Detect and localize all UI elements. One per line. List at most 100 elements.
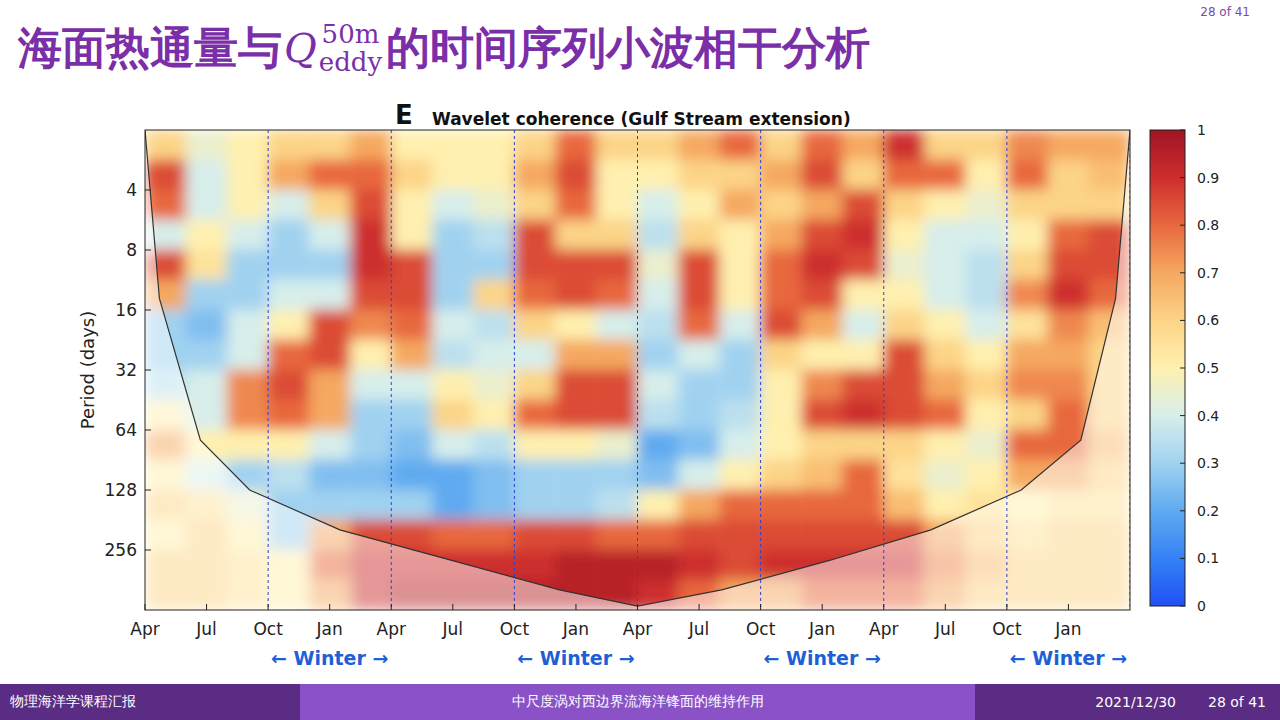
x-tick-label: Apr <box>869 619 898 639</box>
heatmap-cell <box>555 190 596 220</box>
heatmap-cell <box>761 430 802 460</box>
colorbar-tick <box>1180 368 1185 369</box>
x-tick-label: Jul <box>442 619 464 639</box>
heatmap-cell <box>473 490 514 520</box>
heatmap-cell <box>679 310 720 340</box>
heatmap-cell <box>432 220 473 250</box>
winter-boundary <box>514 130 515 610</box>
x-tick-label: Oct <box>746 619 776 639</box>
heatmap-cell <box>350 430 391 460</box>
heatmap-cell <box>227 430 268 460</box>
heatmap-cell <box>596 310 637 340</box>
x-tick-label: Jan <box>1054 619 1081 639</box>
heatmap-cell <box>555 160 596 190</box>
heatmap-cell <box>391 400 432 430</box>
heatmap-cell <box>966 370 1007 400</box>
colorbar-tick-label: 0.8 <box>1197 217 1219 233</box>
heatmap-cell <box>596 520 637 550</box>
heatmap-cell <box>1048 160 1089 190</box>
heatmap-cell <box>268 340 309 370</box>
heatmap-cell <box>679 400 720 430</box>
heatmap-cell <box>514 370 555 400</box>
x-tick-label: Jul <box>688 619 710 639</box>
heatmap-cell <box>761 190 802 220</box>
colorbar-tick-label: 0.1 <box>1197 550 1219 566</box>
heatmap-cell <box>514 400 555 430</box>
heatmap-cell <box>268 460 309 490</box>
y-tick-label: 256 <box>105 540 137 560</box>
heatmap-cell <box>309 250 350 280</box>
heatmap-cell <box>638 310 679 340</box>
heatmap-cell <box>268 400 309 430</box>
heatmap-cell <box>227 280 268 310</box>
heatmap-cell <box>391 250 432 280</box>
heatmap-cell <box>679 370 720 400</box>
heatmap-cell <box>679 430 720 460</box>
y-tick <box>145 430 151 431</box>
heatmap-cell <box>350 490 391 520</box>
colorbar-tick <box>1180 463 1185 464</box>
x-tick <box>883 604 884 610</box>
heatmap-cells <box>145 130 1130 610</box>
heatmap-cell <box>473 370 514 400</box>
x-tick-label: Apr <box>130 619 159 639</box>
heatmap-cell <box>473 310 514 340</box>
slide-title: 海面热通量与Q50meddy的时间序列小波相干分析 <box>18 8 870 88</box>
x-tick-label: Jan <box>808 619 835 639</box>
title-symbol: Q <box>284 25 317 71</box>
heatmap-cell <box>473 430 514 460</box>
heatmap-cell <box>1007 130 1048 160</box>
heatmap-cell <box>843 250 884 280</box>
heatmap-cell <box>473 340 514 370</box>
heatmap-cell <box>843 370 884 400</box>
x-tick <box>145 604 146 610</box>
heatmap-cell <box>596 250 637 280</box>
heatmap-cell <box>761 130 802 160</box>
heatmap-cell <box>802 520 843 550</box>
heatmap-cell <box>514 520 555 550</box>
heatmap-cell <box>432 280 473 310</box>
page-number: 28 of 41 <box>1200 5 1250 19</box>
heatmap-cell <box>761 250 802 280</box>
footer-left: 物理海洋学课程汇报 <box>0 684 300 720</box>
heatmap-cell <box>186 190 227 220</box>
heatmap-cell <box>966 460 1007 490</box>
heatmap-cell <box>843 310 884 340</box>
y-tick <box>145 550 151 551</box>
footer-text: 中尺度涡对西边界流海洋锋面的维持作用 <box>512 693 764 711</box>
heatmap-cell <box>802 490 843 520</box>
heatmap-cell <box>1007 190 1048 220</box>
heatmap-cell <box>638 160 679 190</box>
heatmap-cell <box>638 550 679 580</box>
heatmap-cell <box>596 130 637 160</box>
heatmap-cell <box>473 280 514 310</box>
colorbar <box>1150 130 1185 606</box>
heatmap-cell <box>884 280 925 310</box>
heatmap-cell <box>350 190 391 220</box>
heatmap-cell <box>391 130 432 160</box>
heatmap-cell <box>843 160 884 190</box>
heatmap-cell <box>720 220 761 250</box>
title-text: 的时间序列小波相干分析 <box>386 19 870 78</box>
heatmap-cell <box>761 370 802 400</box>
colorbar-tick <box>1180 606 1185 607</box>
heatmap-cell <box>925 310 966 340</box>
heatmap-cell <box>925 280 966 310</box>
panel-label: E <box>395 100 413 130</box>
x-tick-label: Apr <box>623 619 652 639</box>
heatmap-cell <box>391 220 432 250</box>
heatmap-cell <box>966 250 1007 280</box>
heatmap-cell <box>391 340 432 370</box>
colorbar-tick <box>1180 225 1185 226</box>
heatmap-cell <box>720 400 761 430</box>
heatmap-cell <box>884 190 925 220</box>
colorbar-tick-label: 0.2 <box>1197 503 1219 519</box>
heatmap-cell <box>925 160 966 190</box>
colorbar-tick <box>1180 130 1185 131</box>
heatmap-cell <box>884 490 925 520</box>
heatmap-cell <box>596 340 637 370</box>
heatmap-cell <box>227 340 268 370</box>
heatmap-cell <box>802 430 843 460</box>
heatmap-cell <box>761 220 802 250</box>
heatmap-cell <box>884 310 925 340</box>
